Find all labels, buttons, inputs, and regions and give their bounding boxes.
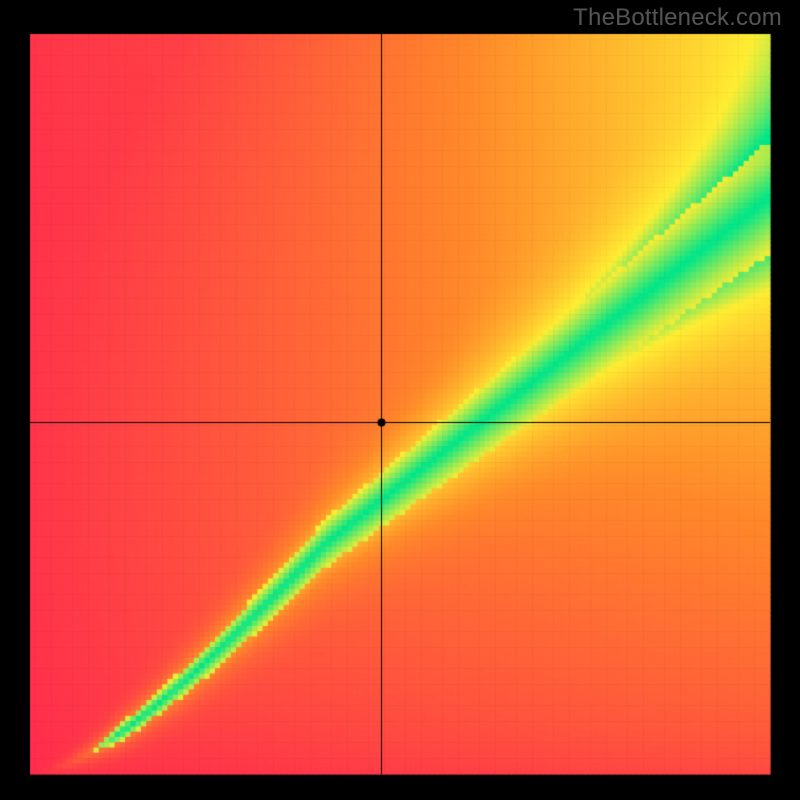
bottleneck-heatmap-canvas: [0, 0, 800, 800]
watermark-label: TheBottleneck.com: [573, 4, 782, 32]
chart-container: TheBottleneck.com: [0, 0, 800, 800]
